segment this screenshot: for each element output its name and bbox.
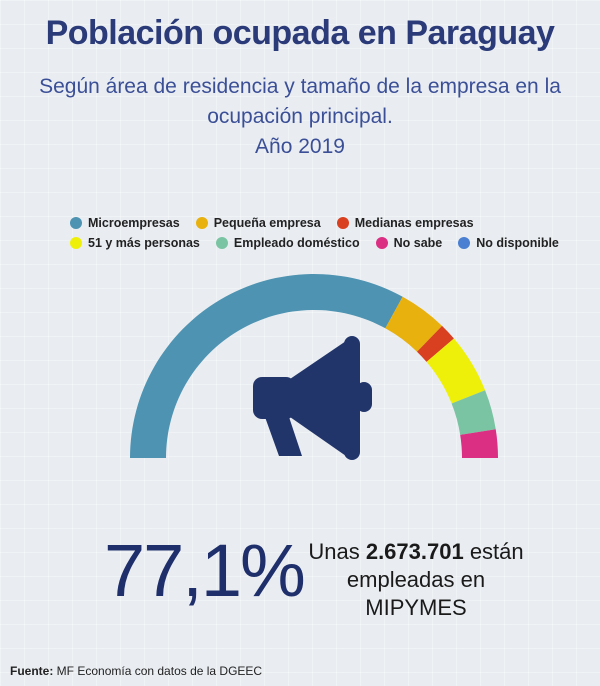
note-mid: están	[463, 539, 524, 564]
megaphone-icon	[253, 336, 372, 460]
legend-dot-microempresas	[70, 217, 82, 229]
gauge-segment-51-y-m-s-personas	[426, 338, 486, 404]
legend-dot-empleado-domestico	[215, 237, 228, 249]
gauge-segment-empleado-dom-stico	[451, 390, 496, 435]
subtitle-line-2: ocupación principal.	[207, 105, 393, 128]
legend-label-pequena-empresa: Pequeña empresa	[213, 216, 321, 230]
legend-item-no-disponible: No disponible	[458, 236, 559, 250]
subtitle-line-3: Año 2019	[255, 135, 345, 158]
legend-label-empleado-domestico: Empleado doméstico	[233, 236, 360, 250]
legend-dot-medianas-empresas	[336, 217, 349, 229]
gauge-segment-medianas-empresas	[416, 325, 454, 362]
legend-row-2: 51 y más personas Empleado doméstico No …	[70, 233, 590, 253]
legend-item-medianas-empresas: Medianas empresas	[336, 216, 474, 230]
gauge-segment-no-sabe	[460, 429, 498, 458]
gauge-segment-microempresas	[130, 274, 403, 458]
legend-dot-pequena-empresa	[195, 217, 208, 229]
note-line-3: MIPYMES	[365, 595, 467, 620]
note-number: 2.673.701	[365, 539, 464, 564]
legend-label-no-sabe: No sabe	[393, 236, 443, 250]
mipymes-percentage: 77,1%	[104, 529, 306, 612]
legend-dot-no-sabe	[375, 237, 388, 249]
legend-label-no-disponible: No disponible	[476, 236, 559, 250]
legend-dot-no-disponible	[458, 237, 471, 249]
note-line-2: empleadas en	[346, 567, 486, 592]
source-note: Fuente: MF Economía con datos de la DGEE…	[10, 664, 262, 678]
source-text: MF Economía con datos de la DGEEC	[53, 664, 263, 678]
legend-item-51-y-mas: 51 y más personas	[70, 236, 200, 250]
gauge-segments	[130, 274, 498, 458]
source-label: Fuente:	[10, 664, 54, 678]
legend-label-microempresas: Microempresas	[88, 216, 180, 230]
legend-item-no-sabe: No sabe	[375, 236, 443, 250]
legend-dot-51-y-mas	[70, 237, 82, 249]
legend-item-microempresas: Microempresas	[70, 216, 180, 230]
page-subtitle: Según área de residencia y tamaño de la …	[30, 72, 570, 162]
legend-item-pequena-empresa: Pequeña empresa	[195, 216, 321, 230]
legend-item-empleado-domestico: Empleado doméstico	[215, 236, 360, 250]
legend-label-51-y-mas: 51 y más personas	[88, 236, 200, 250]
chart-legend: Microempresas Pequeña empresa Medianas e…	[70, 213, 590, 253]
page-title: Población ocupada en Paraguay	[45, 14, 555, 52]
mipymes-note: Unas 2.673.701 están empleadas en MIPYME…	[300, 538, 532, 622]
gauge-segment-peque-a-empresa	[385, 296, 443, 352]
note-pre: Unas	[308, 539, 366, 564]
note-line-1: Unas 2.673.701 están	[300, 538, 532, 566]
legend-row-1: Microempresas Pequeña empresa Medianas e…	[70, 213, 590, 233]
legend-label-medianas-empresas: Medianas empresas	[354, 216, 474, 230]
subtitle-line-1: Según área de residencia y tamaño de la …	[39, 75, 561, 98]
